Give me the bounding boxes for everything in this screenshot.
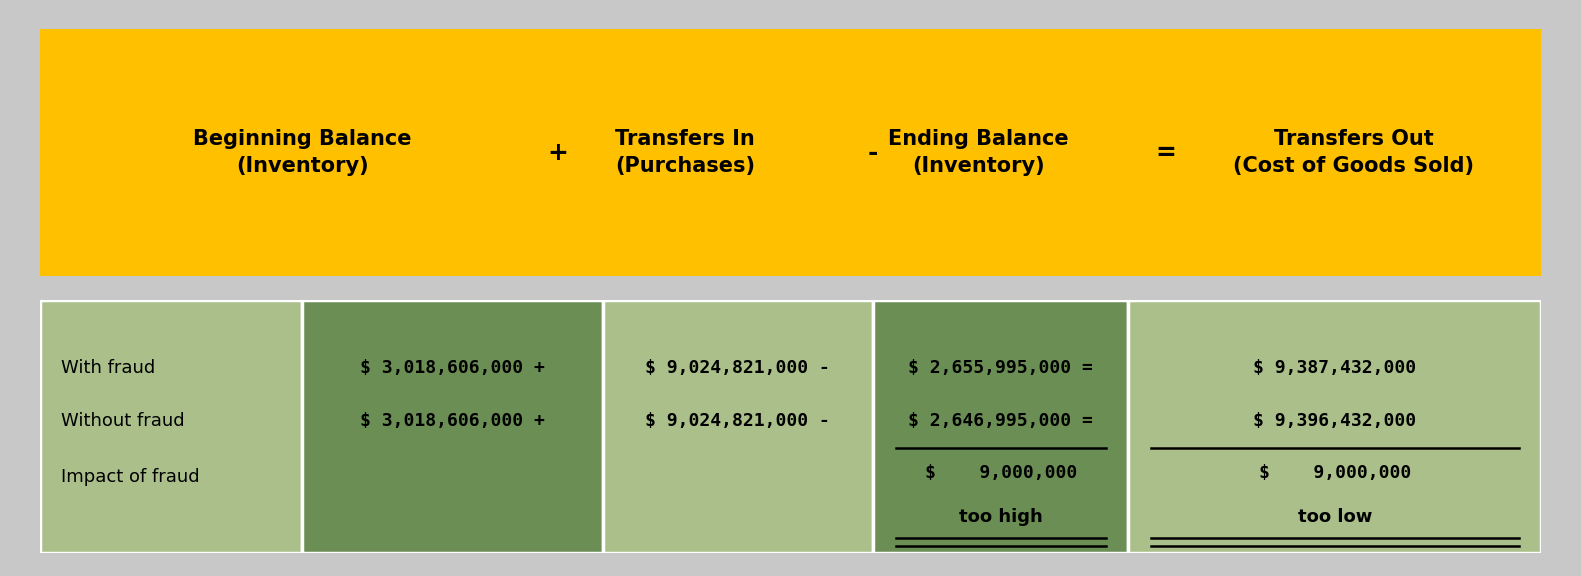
Text: With fraud: With fraud: [60, 359, 155, 377]
Text: Impact of fraud: Impact of fraud: [60, 468, 199, 486]
Text: $ 9,024,821,000 -: $ 9,024,821,000 -: [645, 412, 830, 430]
Text: $    9,000,000: $ 9,000,000: [925, 464, 1077, 482]
Bar: [602, 300, 873, 553]
Text: Beginning Balance
(Inventory): Beginning Balance (Inventory): [193, 130, 411, 176]
Text: $ 9,396,432,000: $ 9,396,432,000: [1254, 412, 1417, 430]
Text: too low: too low: [1298, 509, 1372, 526]
Bar: [873, 300, 1129, 553]
Text: $ 3,018,606,000 +: $ 3,018,606,000 +: [360, 412, 545, 430]
Text: $ 3,018,606,000 +: $ 3,018,606,000 +: [360, 359, 545, 377]
Text: too high: too high: [960, 509, 1042, 526]
Text: Transfers In
(Purchases): Transfers In (Purchases): [615, 130, 756, 176]
Text: $ 9,024,821,000 -: $ 9,024,821,000 -: [645, 359, 830, 377]
Text: +: +: [547, 141, 568, 165]
Bar: [1129, 300, 1541, 553]
Text: =: =: [1156, 141, 1176, 165]
Text: -: -: [868, 141, 879, 165]
Text: Transfers Out
(Cost of Goods Sold): Transfers Out (Cost of Goods Sold): [1233, 130, 1473, 176]
Bar: [302, 300, 602, 553]
Text: $ 9,387,432,000: $ 9,387,432,000: [1254, 359, 1417, 377]
Text: $ 2,655,995,000 =: $ 2,655,995,000 =: [909, 359, 1092, 377]
Text: $ 2,646,995,000 =: $ 2,646,995,000 =: [909, 412, 1092, 430]
Bar: [40, 300, 302, 553]
Text: $    9,000,000: $ 9,000,000: [1258, 464, 1412, 482]
Text: Ending Balance
(Inventory): Ending Balance (Inventory): [889, 130, 1069, 176]
Text: Without fraud: Without fraud: [60, 412, 183, 430]
